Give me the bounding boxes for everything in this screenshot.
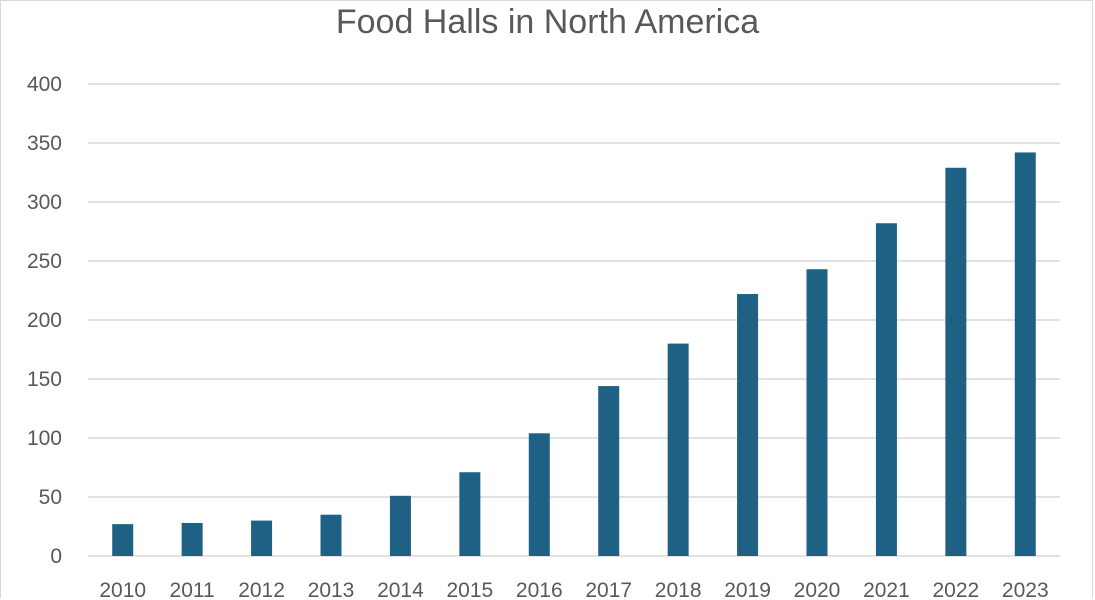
y-tick-label: 200 <box>27 309 62 332</box>
y-tick-label: 400 <box>27 73 62 96</box>
bar-2023 <box>1014 152 1036 556</box>
x-tick-label: 2017 <box>585 579 632 600</box>
x-tick-label: 2011 <box>170 579 215 600</box>
y-tick-label: 150 <box>27 368 62 391</box>
x-tick-label: 2019 <box>724 579 771 600</box>
bars <box>112 152 1036 557</box>
x-tick-label: 2016 <box>516 579 563 600</box>
bar-2012 <box>251 520 273 556</box>
bar-2021 <box>875 223 897 557</box>
x-tick-label: 2021 <box>863 579 910 600</box>
bar-2019 <box>737 294 759 556</box>
x-tick-label: 2015 <box>446 579 493 600</box>
x-tick-label: 2018 <box>655 579 702 600</box>
x-tick-label: 2023 <box>1002 579 1049 600</box>
x-tick-label: 2014 <box>377 579 424 600</box>
y-tick-label: 350 <box>27 132 62 155</box>
x-tick-label: 2012 <box>238 579 285 600</box>
bar-2015 <box>459 472 481 556</box>
x-tick-label: 2020 <box>794 579 841 600</box>
y-tick-label: 250 <box>27 250 62 273</box>
x-tick-label: 2010 <box>99 579 146 600</box>
bar-2020 <box>806 269 828 556</box>
y-tick-label: 50 <box>39 486 62 509</box>
bar-2011 <box>181 522 203 556</box>
bar-2014 <box>389 495 411 556</box>
x-tick-label: 2022 <box>932 579 979 600</box>
y-tick-label: 300 <box>27 191 62 214</box>
bar-2017 <box>598 386 620 556</box>
bar-2013 <box>320 514 342 556</box>
bar-2016 <box>528 433 550 556</box>
gridlines <box>88 83 1060 557</box>
bar-2010 <box>112 524 134 556</box>
bar-2018 <box>667 343 689 556</box>
x-tick-label: 2013 <box>308 579 355 600</box>
y-tick-label: 100 <box>27 427 62 450</box>
y-tick-label: 0 <box>50 545 62 568</box>
x-axis-tick-labels: 2010 2011 2012 2013 2014 2015 2016 2017 2018 2019… <box>99 579 1048 600</box>
y-axis-tick-labels: 0 50 100 150 200 250 300 350 400 <box>27 73 62 568</box>
bar-2022 <box>945 167 967 556</box>
chart-title: Food Halls in North America <box>335 3 760 41</box>
